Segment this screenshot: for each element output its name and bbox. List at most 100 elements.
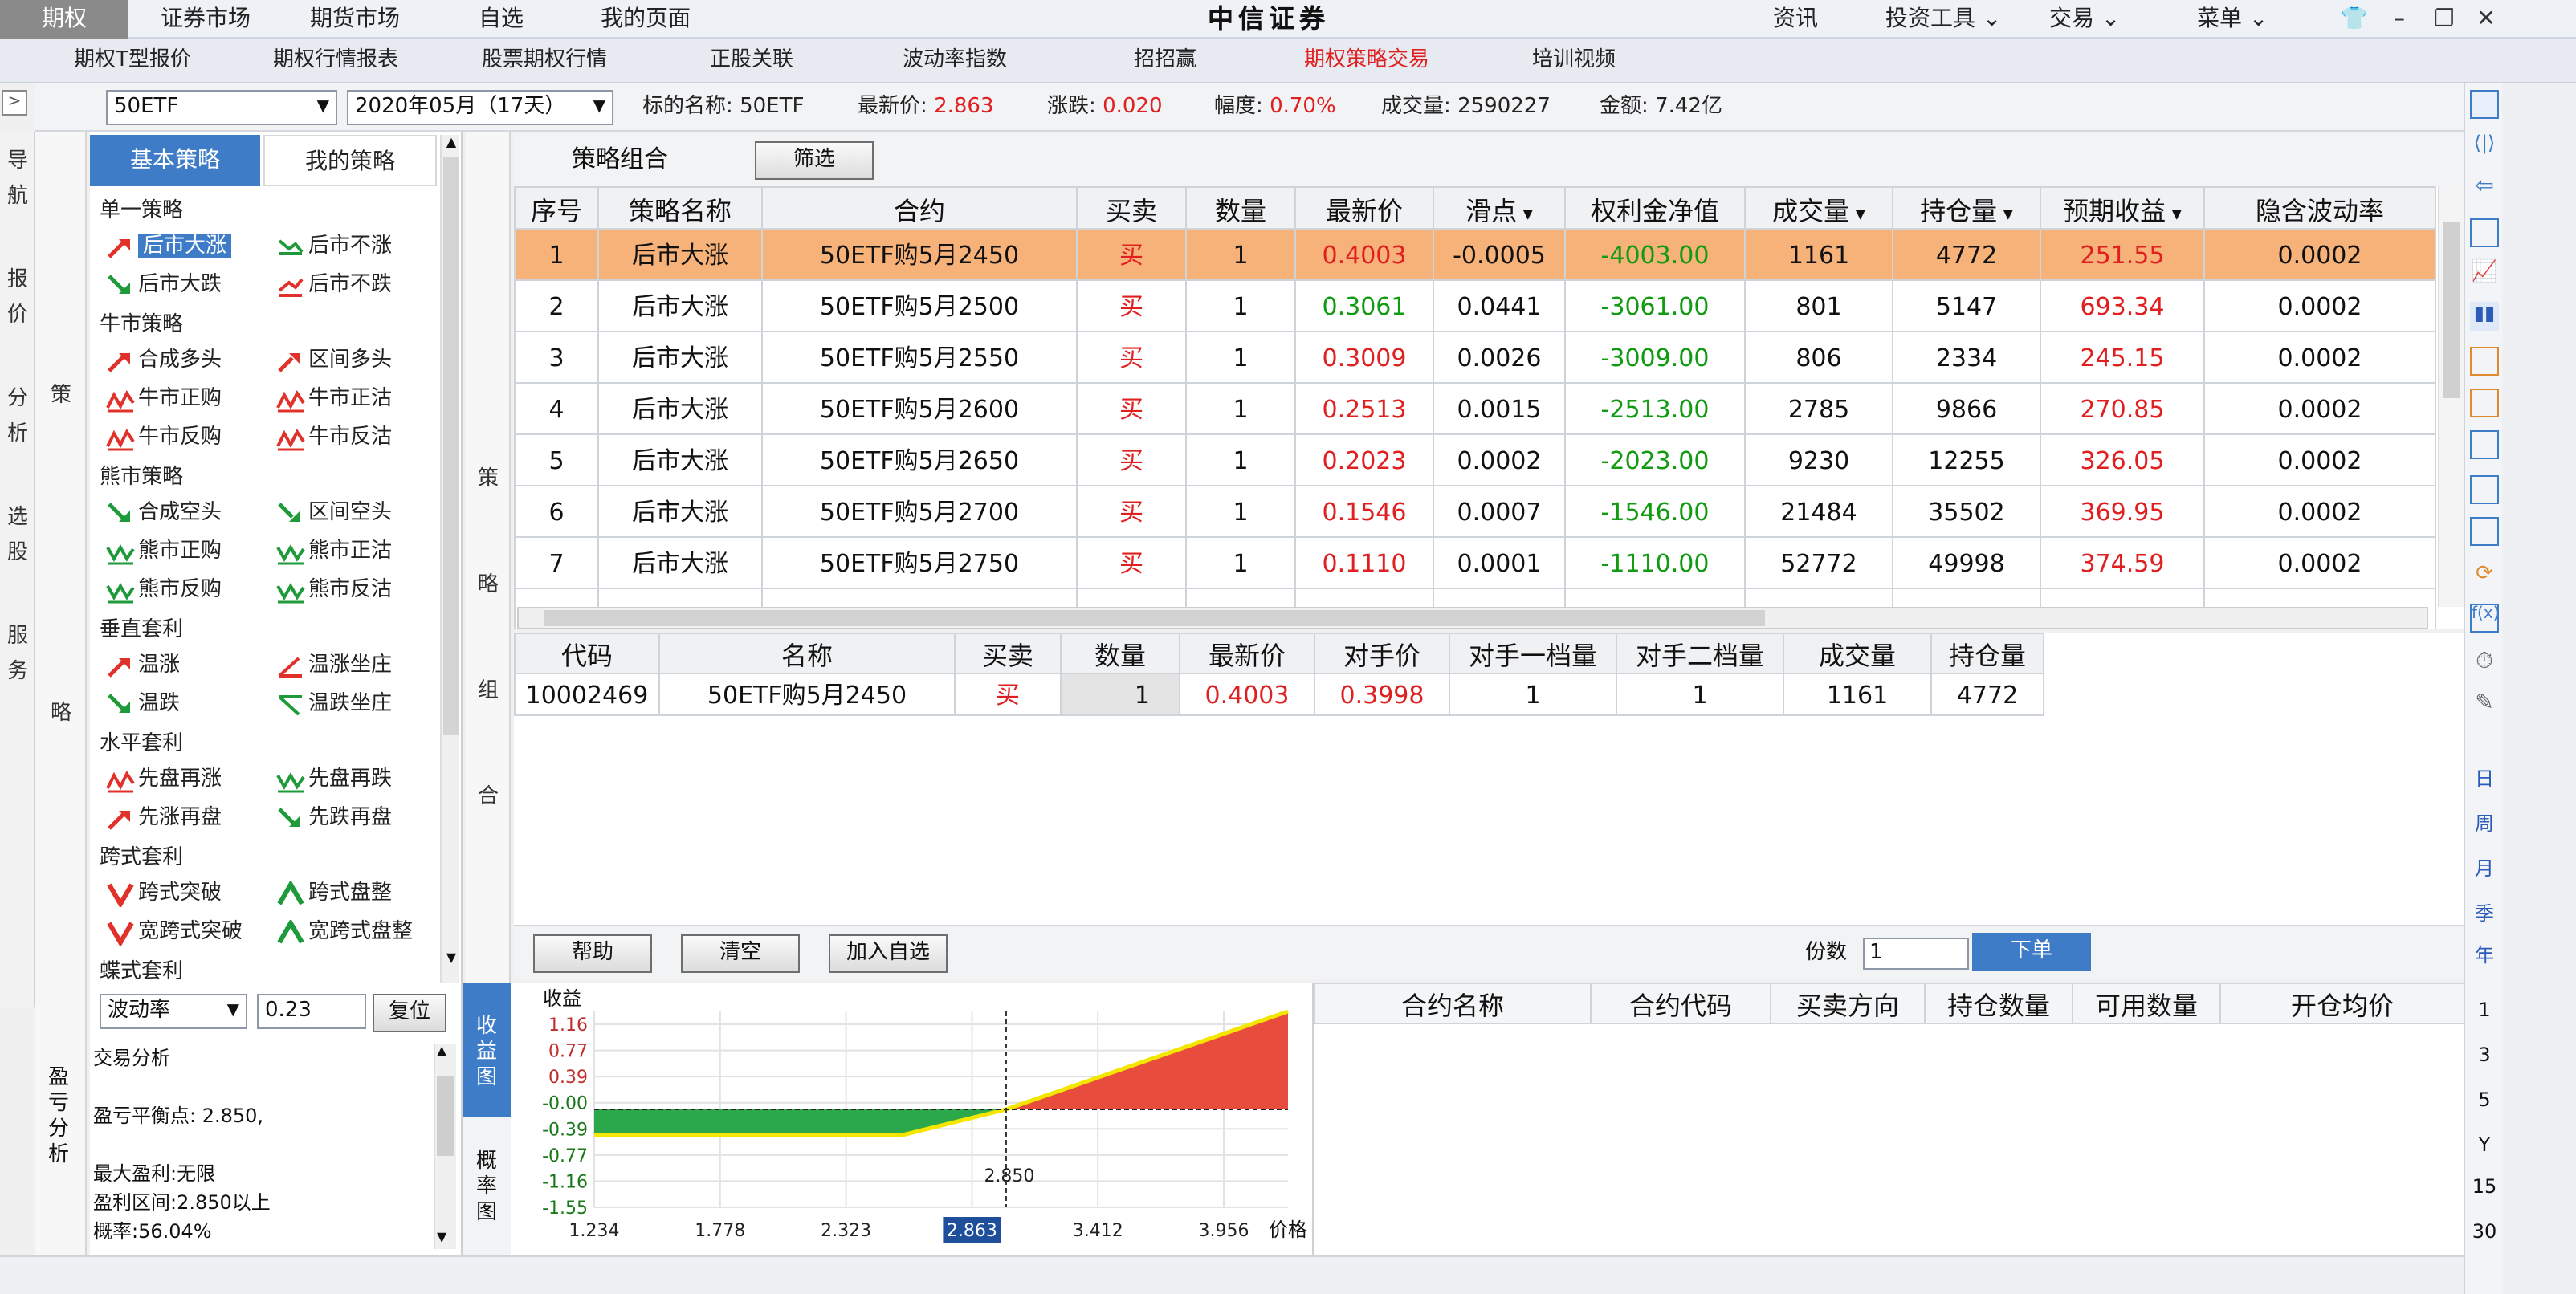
minimize-icon[interactable]: –	[2394, 6, 2405, 32]
nav-my-page[interactable]: 我的页面	[601, 6, 691, 32]
column-header[interactable]: 数量	[1185, 186, 1296, 230]
volatility-input[interactable]: 0.23	[257, 994, 366, 1029]
period-day[interactable]: 日	[2474, 767, 2494, 790]
strategy-item[interactable]: 熊市反沽	[273, 573, 392, 608]
left-nav-guide[interactable]: 导航	[6, 149, 28, 209]
scroll-thumb[interactable]	[443, 157, 459, 735]
refresh-icon[interactable]: ⟳	[2476, 562, 2493, 586]
scroll-up-icon[interactable]: ▲	[446, 135, 457, 149]
table-row[interactable]: 1 后市大涨 50ETF购5月2450 买 1 0.4003 -0.0005 -4003.00…	[514, 228, 2436, 281]
strategy-item[interactable]: 牛市反沽	[273, 421, 392, 456]
skin-icon[interactable]: 👕	[2340, 6, 2369, 32]
tab-training-video[interactable]: 培训视频	[1532, 48, 1616, 72]
period-3[interactable]: 3	[2478, 1044, 2491, 1066]
strategy-item[interactable]: 后市不跌	[273, 268, 392, 303]
column-header[interactable]: 序号	[514, 186, 599, 230]
pen-icon[interactable]: ✎	[2475, 690, 2494, 716]
formula-icon[interactable]: f(x)	[2470, 604, 2500, 633]
underlying-select[interactable]: 50ETF ▼	[106, 90, 337, 125]
period-30[interactable]: 30	[2472, 1220, 2497, 1243]
sort-arrow-icon[interactable]: ▾	[1517, 201, 1533, 224]
tab-t-quote[interactable]: 期权T型报价	[74, 48, 191, 72]
strategy-item[interactable]: 区间多头	[273, 344, 392, 379]
column-header[interactable]: 策略名称	[597, 186, 763, 230]
tab-linked-stocks[interactable]: 正股关联	[710, 48, 794, 72]
strategy-scrollbar[interactable]: ▲ ▼	[440, 135, 459, 1002]
table-vscroll-thumb[interactable]	[2443, 222, 2460, 398]
strategy-item[interactable]: 合成多头	[103, 344, 222, 379]
notes-icon[interactable]	[2470, 517, 2499, 546]
table-hscroll-thumb[interactable]	[544, 610, 1765, 626]
analysis-mode-select[interactable]: 波动率 ▼	[100, 994, 247, 1029]
strategy-item[interactable]: 区间空头	[273, 496, 392, 531]
document-icon[interactable]	[2470, 389, 2499, 417]
scroll-up-icon[interactable]: ▲	[437, 1044, 447, 1058]
nav-options[interactable]: 期权	[0, 0, 128, 39]
column-header[interactable]: 权利金净值	[1564, 186, 1746, 230]
strategy-item[interactable]: 后市大涨	[103, 230, 232, 265]
strategy-item[interactable]: 牛市反购	[103, 421, 222, 456]
shares-input[interactable]: 1	[1863, 938, 1969, 970]
column-header[interactable]: 预期收益 ▾	[2040, 186, 2205, 230]
column-header[interactable]: 买卖	[1076, 186, 1187, 230]
strategy-item[interactable]: 后市大跌	[103, 268, 222, 303]
back-icon[interactable]: ⇦	[2475, 173, 2494, 199]
restore-icon[interactable]: ❐	[2434, 6, 2455, 32]
expiry-select[interactable]: 2020年05月（17天） ▼	[347, 90, 613, 125]
strategy-item[interactable]: 先盘再涨	[103, 763, 222, 798]
table-icon[interactable]	[2470, 475, 2499, 504]
nav-news[interactable]: 资讯	[1773, 6, 1818, 32]
period-1[interactable]: 1	[2478, 999, 2491, 1021]
strategy-item[interactable]: 熊市正沽	[273, 535, 392, 570]
report-icon[interactable]	[2470, 347, 2499, 376]
sort-arrow-icon[interactable]: ▾	[1849, 201, 1865, 224]
analysis-scroll-thumb[interactable]	[437, 1076, 454, 1156]
detail-cell[interactable]: 1	[1060, 673, 1180, 716]
expand-arrow-icon[interactable]: >	[2, 90, 27, 116]
column-header[interactable]: 持仓量 ▾	[1892, 186, 2041, 230]
strategy-item[interactable]: 跨式突破	[103, 877, 222, 912]
strategy-item[interactable]: 熊市正购	[103, 535, 222, 570]
detail-row[interactable]: 10002469 50ETF购5月2450 买 1 0.4003 0.3998 1 1 1161…	[514, 673, 2044, 716]
left-nav-service[interactable]: 服务	[6, 625, 28, 684]
nav-trade[interactable]: 交易 ⌄	[2049, 6, 2121, 32]
strategy-item[interactable]: 温跌	[103, 687, 180, 722]
place-order-button[interactable]: 下单	[1972, 933, 2091, 971]
help-button[interactable]: 帮助	[533, 934, 652, 973]
period-y[interactable]: Y	[2478, 1133, 2491, 1156]
bar-chart-icon[interactable]: ▮▮	[2470, 302, 2499, 331]
strategy-item[interactable]: 先盘再跌	[273, 763, 392, 798]
left-nav-analysis[interactable]: 分析	[6, 387, 28, 446]
column-header[interactable]: 合约	[761, 186, 1078, 230]
column-header[interactable]: 最新价	[1294, 186, 1434, 230]
list-icon[interactable]	[2470, 218, 2499, 247]
swap-icon[interactable]: ⟨|⟩	[2473, 132, 2496, 154]
column-header[interactable]: 滑点 ▾	[1433, 186, 1566, 230]
period-month[interactable]: 月	[2474, 857, 2494, 880]
period-quarter[interactable]: 季	[2474, 902, 2494, 925]
sort-arrow-icon[interactable]: ▾	[2166, 201, 2182, 224]
tab-basic-strategy[interactable]: 基本策略	[90, 135, 260, 186]
analysis-scrollbar[interactable]: ▲ ▼	[434, 1044, 456, 1249]
table-row[interactable]: 5 后市大涨 50ETF购5月2650 买 1 0.2023 0.0002 -2023.00 9…	[514, 433, 2436, 486]
strategy-item[interactable]: 先涨再盘	[103, 801, 222, 836]
tab-probability-chart[interactable]: 概率图	[475, 1150, 497, 1225]
tab-stock-options[interactable]: 股票期权行情	[482, 48, 608, 72]
nav-securities[interactable]: 证券市场	[161, 6, 251, 32]
strategy-item[interactable]: 跨式盘整	[273, 877, 392, 912]
table-vscrollbar[interactable]	[2438, 186, 2464, 607]
tab-volatility-index[interactable]: 波动率指数	[903, 48, 1008, 72]
tab-zhaozhaoying[interactable]: 招招赢	[1134, 48, 1197, 72]
column-header[interactable]: 隐含波动率	[2203, 186, 2436, 230]
strategy-item[interactable]: 先跌再盘	[273, 801, 392, 836]
table-row[interactable]: 2 后市大涨 50ETF购5月2500 买 1 0.3061 0.0441 -3061.00 8…	[514, 279, 2436, 332]
table-row[interactable]: 3 后市大涨 50ETF购5月2550 买 1 0.3009 0.0026 -3009.00 8…	[514, 331, 2436, 384]
period-week[interactable]: 周	[2474, 812, 2494, 835]
strategy-item[interactable]: 后市不涨	[273, 230, 392, 265]
period-year[interactable]: 年	[2474, 944, 2494, 966]
strategy-item[interactable]: 牛市正沽	[273, 382, 392, 417]
nav-futures[interactable]: 期货市场	[310, 6, 400, 32]
table-row[interactable]: 4 后市大涨 50ETF购5月2600 买 1 0.2513 0.0015 -2513.00 2…	[514, 382, 2436, 435]
left-nav-stock-pick[interactable]: 选股	[6, 506, 28, 565]
left-nav-quote[interactable]: 报价	[6, 268, 28, 328]
